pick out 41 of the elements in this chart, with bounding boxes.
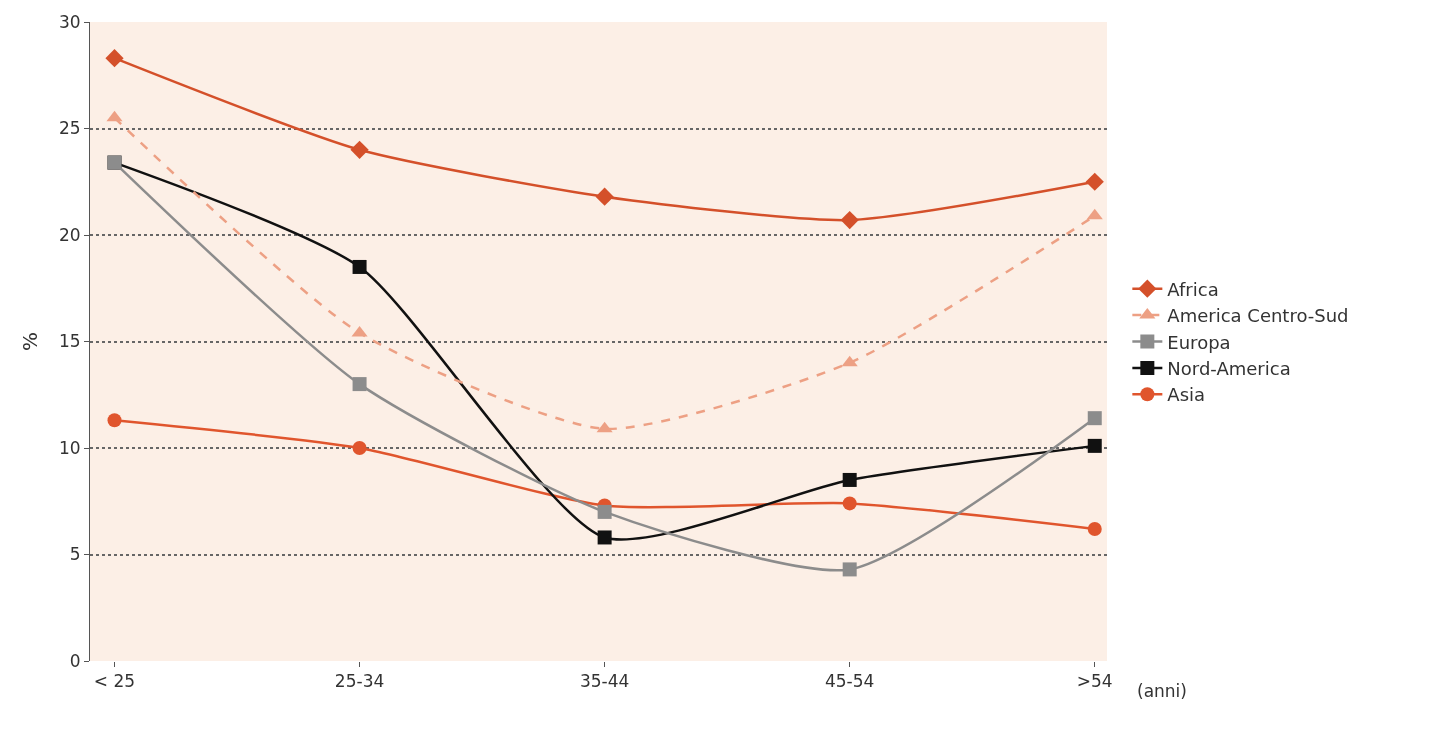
point bbox=[107, 413, 122, 428]
x-tick-label: >54 bbox=[1076, 671, 1113, 692]
legend-label: America Centro-Sud bbox=[1167, 305, 1349, 327]
point bbox=[352, 259, 367, 274]
point bbox=[595, 187, 614, 206]
point bbox=[841, 355, 858, 367]
y-tick-label: 15 bbox=[58, 331, 81, 352]
x-tick-label: 25-34 bbox=[334, 671, 385, 692]
x-tick-label: 45-54 bbox=[824, 671, 875, 692]
point bbox=[1087, 438, 1102, 453]
point bbox=[842, 562, 857, 577]
point bbox=[351, 325, 368, 337]
legend-label: Asia bbox=[1167, 384, 1206, 406]
y-tick-label: 5 bbox=[69, 544, 81, 565]
legend-label: Europa bbox=[1167, 331, 1231, 353]
point bbox=[352, 377, 367, 392]
point bbox=[350, 140, 369, 159]
point bbox=[597, 504, 612, 519]
legend-label: Nord-America bbox=[1167, 357, 1291, 379]
x-axis-title: (anni) bbox=[1137, 681, 1187, 701]
point bbox=[106, 110, 123, 122]
point bbox=[842, 496, 857, 511]
point bbox=[842, 472, 857, 487]
point bbox=[597, 530, 612, 545]
y-tick-label: 25 bbox=[58, 118, 81, 139]
y-axis-title: % bbox=[18, 331, 43, 352]
x-tick-label: 35-44 bbox=[579, 671, 630, 692]
x-tick-label: < 25 bbox=[93, 671, 136, 692]
y-tick-label: 30 bbox=[58, 11, 81, 32]
point bbox=[352, 441, 367, 455]
y-tick-label: 0 bbox=[69, 650, 81, 671]
y-tick-label: 20 bbox=[58, 224, 81, 245]
point bbox=[840, 210, 859, 230]
point bbox=[1087, 411, 1102, 426]
y-tick-label: 10 bbox=[58, 437, 81, 458]
point bbox=[1085, 172, 1104, 191]
point bbox=[105, 49, 124, 68]
point bbox=[1086, 208, 1103, 220]
legend-label: Africa bbox=[1167, 278, 1219, 300]
point bbox=[596, 421, 613, 433]
point bbox=[1087, 521, 1102, 536]
